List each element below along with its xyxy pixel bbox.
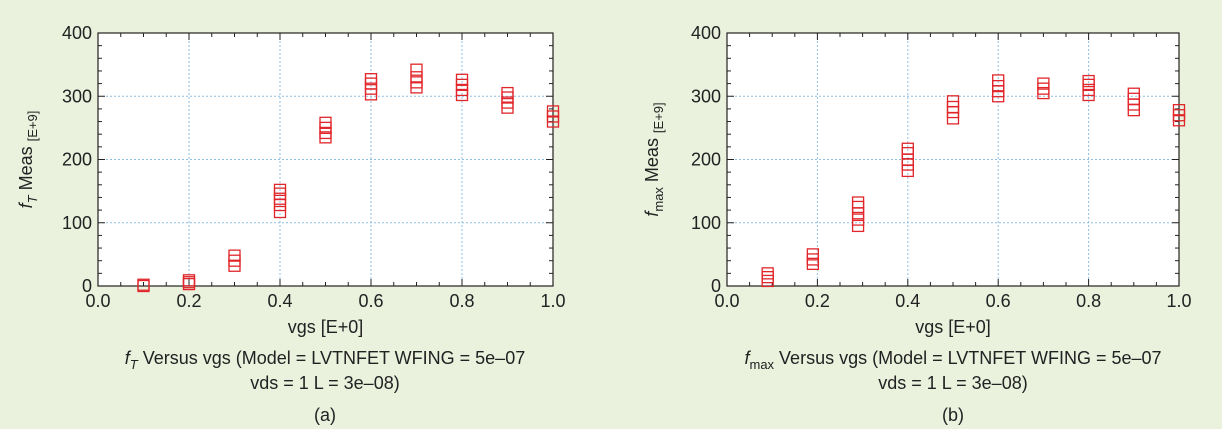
x-tick-label: 0.2	[176, 291, 201, 311]
data-point	[410, 71, 423, 84]
caption-symbol-subscript: T	[130, 357, 139, 372]
data-point	[182, 274, 196, 287]
y-tick-label: 100	[62, 213, 92, 233]
data-point	[273, 205, 287, 219]
y-label-symbol: f	[16, 201, 36, 208]
y-axis-label: fmax Meas [E+9]	[642, 102, 666, 216]
y-label-subscript: T	[25, 194, 40, 203]
x-tick-label: 0.2	[805, 291, 830, 311]
plot-area	[98, 33, 553, 286]
data-point	[455, 73, 469, 86]
chart-panel-b: 0.0 0.2 0.4 0.6 0.8 1.0 0 100 200 300 400 vgs [E+0]…	[642, 23, 1192, 425]
plot-frame	[97, 32, 554, 287]
data-point	[1172, 104, 1186, 117]
caption-line-1: fT Versus vgs (Model = LVTNFET WFING = 5…	[125, 348, 525, 372]
x-tick-label: 0.8	[1076, 291, 1101, 311]
panel-label: (a)	[314, 405, 336, 425]
x-tick-label: 1.0	[1166, 291, 1191, 311]
x-tick-label: 0.4	[895, 291, 920, 311]
caption-line-2: vds = 1 L = 3e–08)	[250, 373, 399, 393]
y-tick-label: 0	[711, 276, 721, 296]
plot-frame	[726, 32, 1180, 287]
data-point	[1082, 74, 1095, 88]
y-label-text: Meas	[16, 141, 36, 195]
data-point	[137, 278, 150, 291]
data-point	[946, 95, 960, 108]
y-label-unit: [E+9]	[651, 102, 666, 133]
y-tick-label: 100	[691, 213, 721, 233]
x-tick-label: 0.6	[986, 291, 1011, 311]
x-tick-label: 0.6	[358, 291, 383, 311]
data-point	[410, 63, 423, 76]
x-tick-label: 0.0	[85, 291, 110, 311]
x-tick-label: 1.0	[540, 291, 565, 311]
y-label-unit: [E+9]	[25, 111, 40, 142]
panel-label: (b)	[942, 405, 964, 425]
data-point	[851, 219, 865, 233]
y-axis-label: fT Meas [E+9]	[16, 111, 40, 209]
y-tick-label: 300	[691, 86, 721, 106]
data-point	[546, 105, 560, 118]
data-point	[273, 183, 287, 197]
y-tick-label: 400	[62, 23, 92, 43]
caption-symbol: f	[125, 348, 132, 368]
data-point	[501, 86, 514, 100]
caption-line-1: fmax Versus vgs (Model = LVTNFET WFING =…	[744, 348, 1161, 372]
caption-symbol-subscript: max	[749, 357, 774, 372]
data-point	[806, 248, 820, 261]
y-tick-label: 300	[62, 86, 92, 106]
chart-panel-a: 0.0 0.2 0.4 0.6 0.8 1.0 0 100 200 300 400 vgs [E+0]…	[16, 23, 566, 425]
caption-text: Versus vgs (Model = LVTNFET WFING = 5e–0…	[774, 348, 1161, 368]
x-axis-label: vgs [E+0]	[288, 317, 364, 337]
x-tick-label: 0.0	[714, 291, 739, 311]
y-tick-label: 0	[82, 276, 92, 296]
data-point	[901, 142, 914, 155]
y-label-symbol: f	[642, 210, 662, 217]
x-tick-label: 0.8	[449, 291, 474, 311]
data-point	[364, 73, 378, 86]
x-axis-label: vgs [E+0]	[915, 317, 991, 337]
x-tick-label: 0.4	[267, 291, 292, 311]
data-point	[1127, 87, 1140, 100]
y-label-subscript: max	[651, 187, 666, 212]
data-point	[319, 116, 332, 129]
y-tick-label: 400	[691, 23, 721, 43]
y-label-text: Meas	[642, 133, 662, 187]
data-point	[1037, 77, 1050, 90]
data-point	[761, 267, 774, 280]
data-point	[851, 196, 865, 209]
caption-text: Versus vgs (Model = LVTNFET WFING = 5e–0…	[138, 348, 525, 368]
y-tick-label: 200	[62, 150, 92, 170]
data-point	[228, 249, 241, 262]
data-point	[851, 213, 865, 226]
y-tick-label: 200	[691, 150, 721, 170]
caption-line-2: vds = 1 L = 3e–08)	[878, 373, 1027, 393]
data-point	[992, 74, 1005, 87]
caption-symbol: f	[744, 348, 751, 368]
